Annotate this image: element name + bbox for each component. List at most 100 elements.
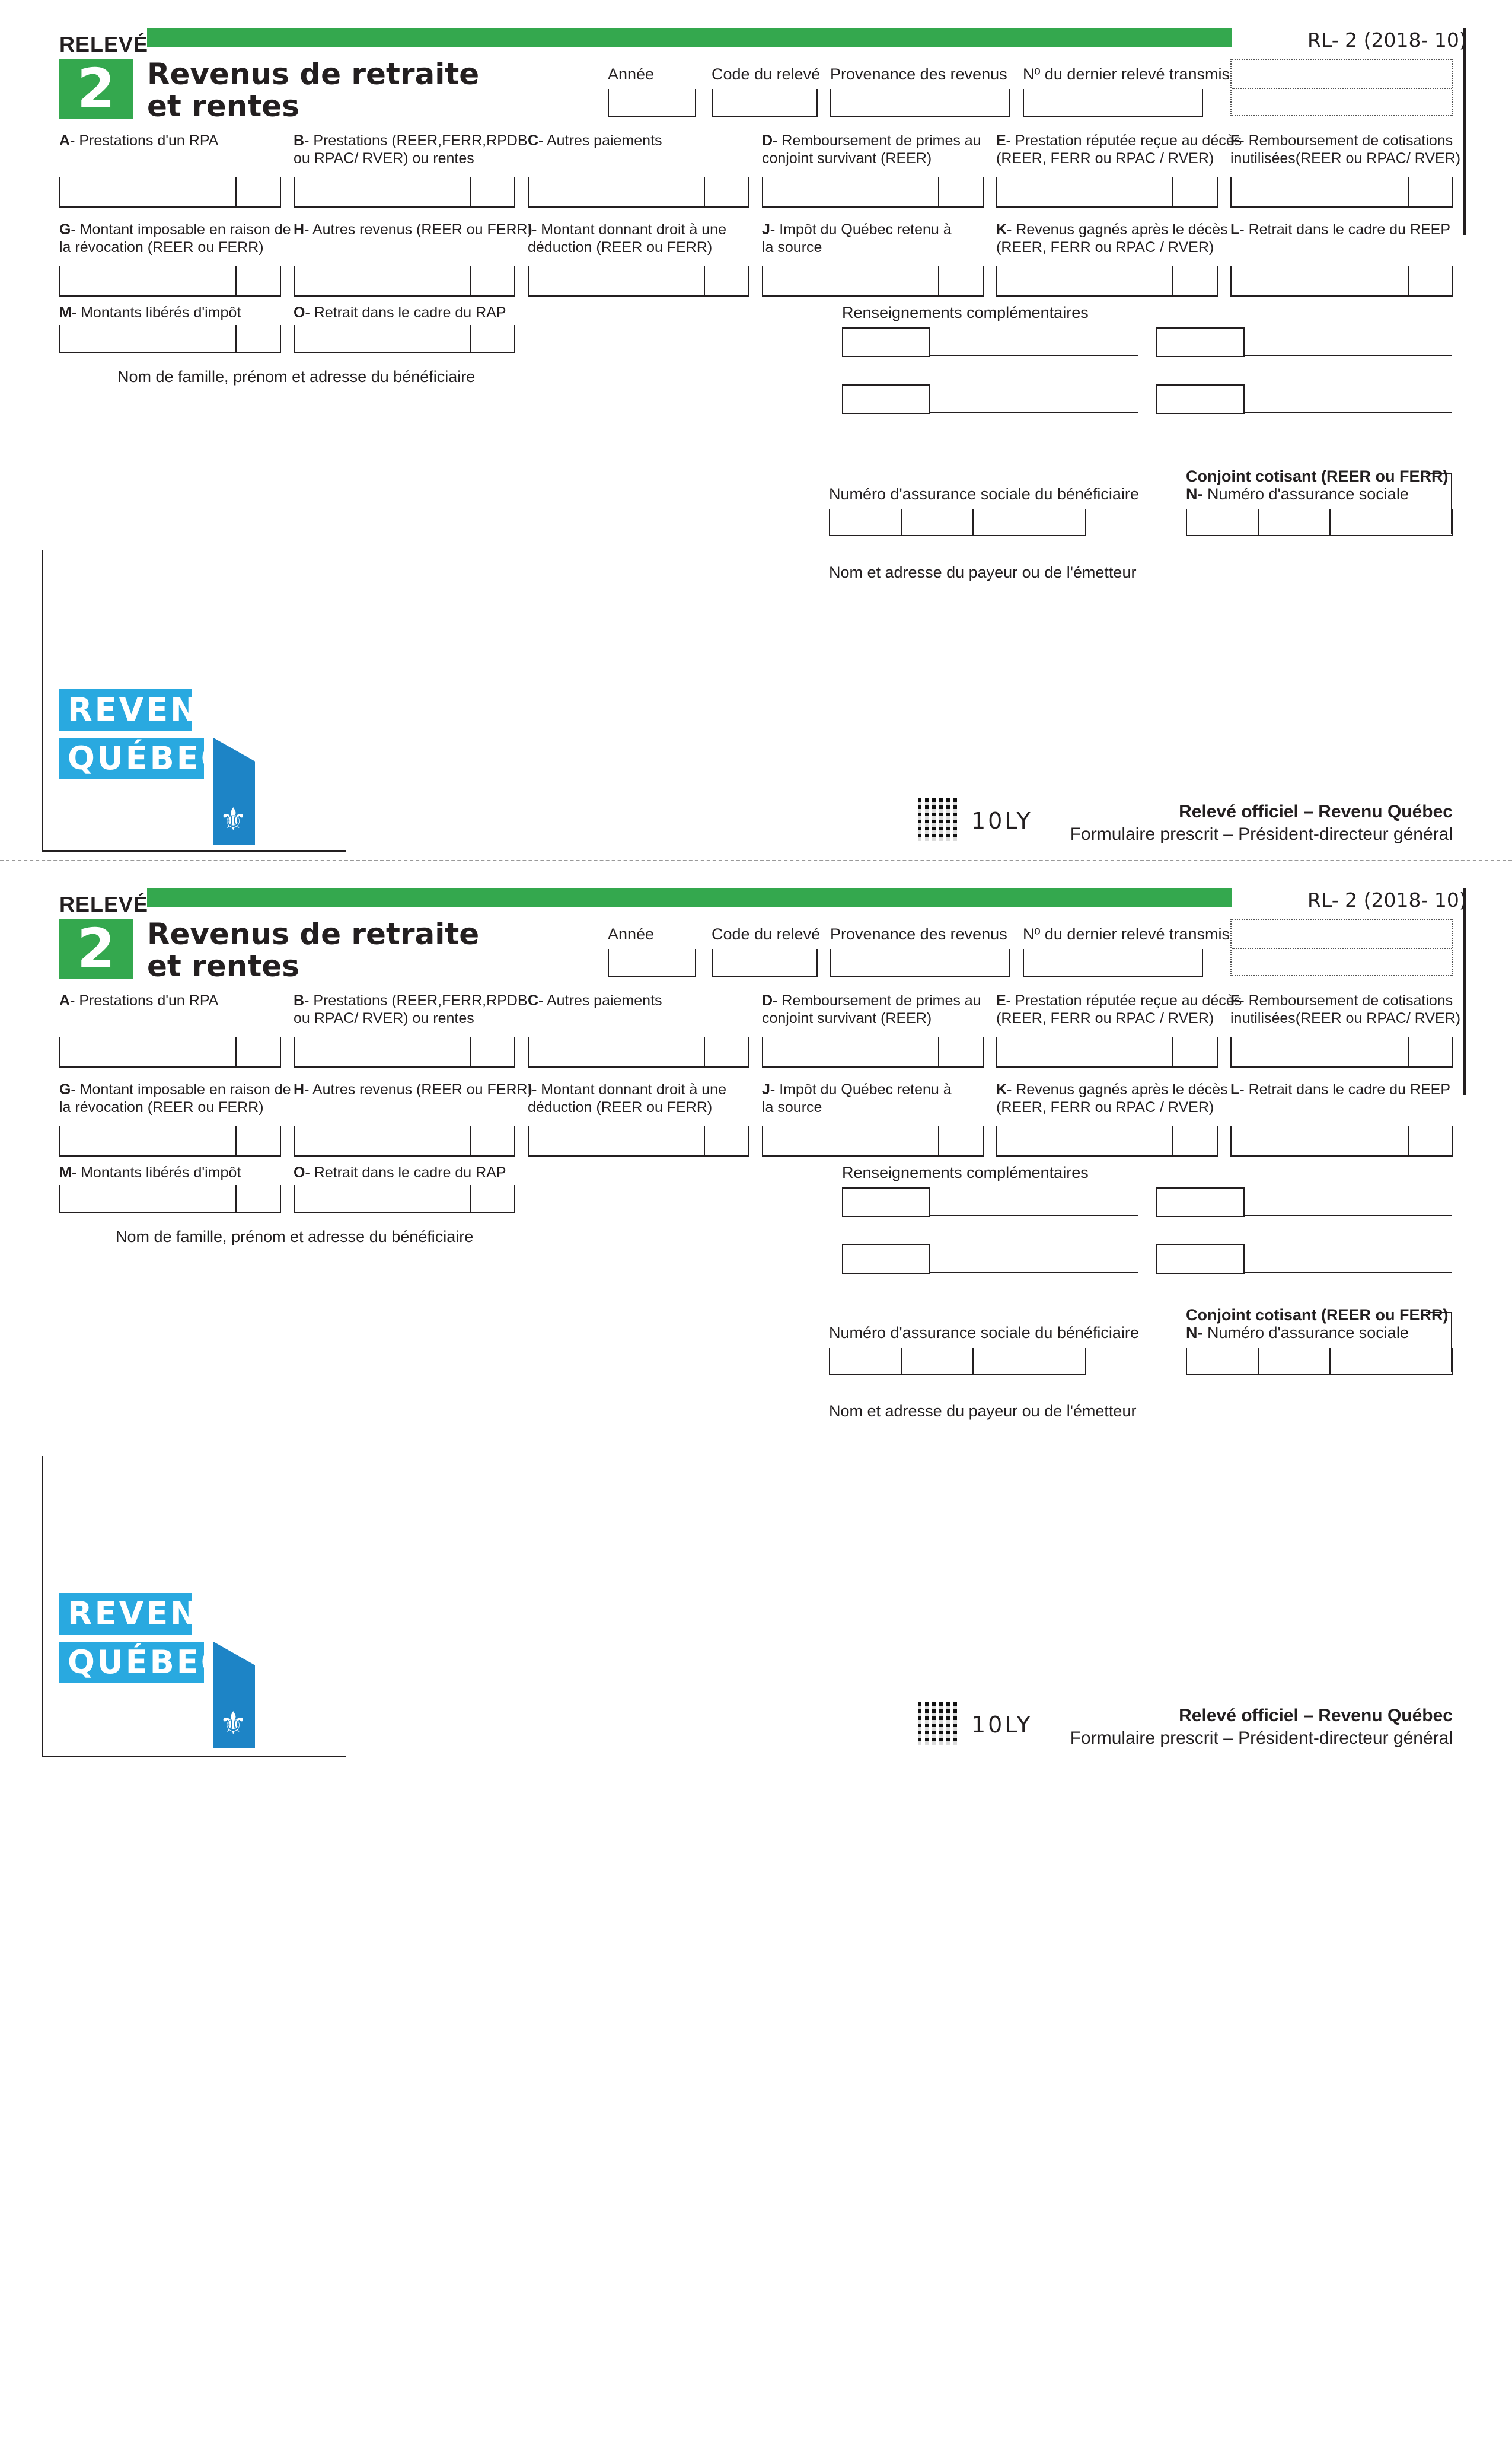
box-c-field[interactable] — [528, 1037, 749, 1068]
box-b-field[interactable] — [294, 177, 515, 208]
renseignement-value-4[interactable] — [1245, 384, 1452, 413]
renseignement-code-2[interactable] — [1156, 327, 1245, 357]
box-h-field[interactable] — [294, 266, 515, 297]
box-i-label: I- Montant donnant droit à une déduction… — [528, 1081, 726, 1116]
box-a-field[interactable] — [59, 1037, 281, 1068]
renseignement-value-3[interactable] — [930, 384, 1138, 413]
annee-field[interactable] — [608, 949, 696, 977]
releve-slip-1: RELEVÉ 2 Revenus de retraite et rentes R… — [0, 0, 1512, 860]
nas-conjoint-label: N- Numéro d'assurance sociale — [1186, 485, 1409, 503]
box-k-field[interactable] — [996, 1126, 1218, 1157]
provenance-field[interactable] — [830, 89, 1010, 117]
dernier-releve-field[interactable] — [1023, 89, 1203, 117]
revenu-quebec-logo: REVENU QUÉBEC ⚜ — [59, 1593, 255, 1750]
renseignement-value-4[interactable] — [1245, 1244, 1452, 1273]
box-e-field[interactable] — [996, 177, 1218, 208]
conjoint-cotisant-title: Conjoint cotisant (REER ou FERR) — [1186, 1306, 1449, 1324]
box-i-field[interactable] — [528, 1126, 749, 1157]
box-e-field[interactable] — [996, 1037, 1218, 1068]
logo-word-revenu: REVENU — [59, 689, 225, 731]
annee-label: Année — [608, 65, 655, 83]
renseignement-value-3[interactable] — [930, 1244, 1138, 1273]
box-l-field[interactable] — [1230, 1126, 1453, 1157]
provenance-field[interactable] — [830, 949, 1010, 977]
box-a-field[interactable] — [59, 177, 281, 208]
annee-field[interactable] — [608, 89, 696, 117]
box-h-label: H- Autres revenus (REER ou FERR) — [294, 221, 532, 238]
provenance-label: Provenance des revenus — [830, 925, 1007, 943]
nom-beneficiaire-label: Nom de famille, prénom et adresse du bén… — [117, 368, 476, 386]
nas-conjoint-field[interactable] — [1186, 1348, 1453, 1375]
renseignement-code-1[interactable] — [842, 1187, 930, 1217]
fleur-de-lis-icon: ⚜ — [219, 802, 247, 837]
code-releve-field[interactable] — [712, 89, 818, 117]
box-b-label: B- Prestations (REER,FERR,RPDB ou RPAC/ … — [294, 992, 528, 1027]
nas-beneficiaire-field[interactable] — [829, 509, 1086, 536]
box-i-label: I- Montant donnant droit à une déduction… — [528, 221, 726, 256]
dernier-releve-field[interactable] — [1023, 949, 1203, 977]
renseignement-code-4[interactable] — [1156, 1244, 1245, 1274]
box-m-label: M- Montants libérés d'impôt — [59, 1164, 241, 1181]
nas-conjoint-label: N- Numéro d'assurance sociale — [1186, 1324, 1409, 1342]
barcode-code: 10LY — [971, 1712, 1033, 1738]
renseignement-code-4[interactable] — [1156, 384, 1245, 414]
releve-label: RELEVÉ — [59, 32, 149, 56]
renseignement-value-1[interactable] — [930, 327, 1138, 356]
box-j-field[interactable] — [762, 266, 984, 297]
box-i-field[interactable] — [528, 266, 749, 297]
nas-beneficiaire-label: Numéro d'assurance sociale du bénéficiai… — [829, 485, 1139, 503]
box-k-field[interactable] — [996, 266, 1218, 297]
box-e-label: E- Prestation réputée reçue au décès (RE… — [996, 132, 1242, 167]
nom-payeur-label: Nom et adresse du payeur ou de l'émetteu… — [829, 563, 1137, 581]
box-c-field[interactable] — [528, 177, 749, 208]
box-g-field[interactable] — [59, 266, 281, 297]
renseignement-code-1[interactable] — [842, 327, 930, 357]
logo-word-quebec: QUÉBEC — [59, 1642, 224, 1683]
box-f-label: F- Remboursement de cotisations inutilis… — [1230, 132, 1461, 167]
renseignement-value-2[interactable] — [1245, 327, 1452, 356]
box-o-label: O- Retrait dans le cadre du RAP — [294, 1164, 506, 1181]
box-c-label: C- Autres paiements — [528, 992, 662, 1009]
box-d-field[interactable] — [762, 1037, 984, 1068]
releve-label: RELEVÉ — [59, 892, 149, 916]
box-l-label: L- Retrait dans le cadre du REEP — [1230, 221, 1451, 238]
renseignements-label: Renseignements complémentaires — [842, 1164, 1089, 1181]
box-l-field[interactable] — [1230, 266, 1453, 297]
box-h-label: H- Autres revenus (REER ou FERR) — [294, 1081, 532, 1098]
green-header-bar — [147, 888, 1232, 907]
form-title-line1: Revenus de retraite — [147, 57, 480, 91]
box-f-field[interactable] — [1230, 1037, 1453, 1068]
renseignement-value-2[interactable] — [1245, 1187, 1452, 1216]
box-j-label: J- Impôt du Québec retenu à la source — [762, 1081, 952, 1116]
annee-label: Année — [608, 925, 655, 943]
nom-payeur-label: Nom et adresse du payeur ou de l'émetteu… — [829, 1402, 1137, 1420]
box-h-field[interactable] — [294, 1126, 515, 1157]
box-f-field[interactable] — [1230, 177, 1453, 208]
box-d-field[interactable] — [762, 177, 984, 208]
renseignement-code-2[interactable] — [1156, 1187, 1245, 1217]
renseignement-code-3[interactable] — [842, 1244, 930, 1274]
green-header-bar — [147, 28, 1232, 47]
box-b-field[interactable] — [294, 1037, 515, 1068]
box-m-field[interactable] — [59, 1185, 281, 1213]
box-j-field[interactable] — [762, 1126, 984, 1157]
renseignement-code-3[interactable] — [842, 384, 930, 414]
nom-beneficiaire-label: Nom de famille, prénom et adresse du bén… — [116, 1228, 474, 1245]
box-m-field[interactable] — [59, 325, 281, 353]
conjoint-bracket — [1426, 473, 1452, 534]
box-c-label: C- Autres paiements — [528, 132, 662, 149]
reserved-dotted-box — [1230, 919, 1453, 976]
box-k-label: K- Revenus gagnés après le décès (REER, … — [996, 1081, 1228, 1116]
nas-conjoint-field[interactable] — [1186, 509, 1453, 536]
box-o-field[interactable] — [294, 325, 515, 353]
provenance-label: Provenance des revenus — [830, 65, 1007, 83]
datamatrix-barcode-icon — [918, 798, 961, 841]
renseignement-value-1[interactable] — [930, 1187, 1138, 1216]
nas-beneficiaire-field[interactable] — [829, 1348, 1086, 1375]
code-releve-field[interactable] — [712, 949, 818, 977]
form-title-line2: et rentes — [147, 949, 299, 983]
box-g-field[interactable] — [59, 1126, 281, 1157]
box-o-label: O- Retrait dans le cadre du RAP — [294, 304, 506, 321]
box-a-label: A- Prestations d'un RPA — [59, 992, 219, 1009]
box-o-field[interactable] — [294, 1185, 515, 1213]
